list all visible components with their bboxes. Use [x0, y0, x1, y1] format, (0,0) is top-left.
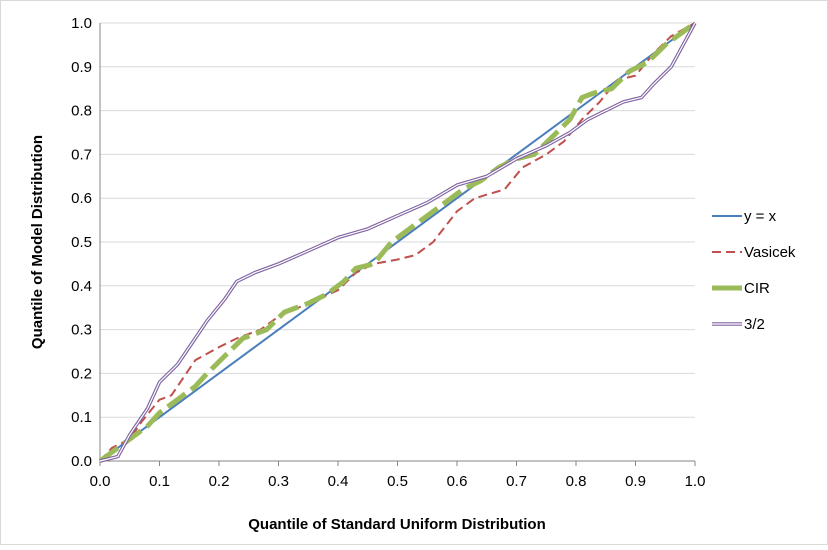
series-line-inner-3-2 — [99, 22, 696, 462]
series-line-cir — [98, 20, 697, 464]
y-tick-label: 0.0 — [71, 453, 92, 470]
y-tick-label: 0.4 — [71, 278, 92, 295]
y-tick-label: 0.2 — [71, 365, 92, 382]
x-tick-label: 0.1 — [149, 473, 170, 490]
y-tick-label: 0.7 — [71, 146, 92, 163]
series-line-vasicek — [99, 22, 696, 462]
y-axis-title: Quantile of Model Distribution — [29, 135, 46, 349]
x-tick-label: 0.6 — [447, 473, 468, 490]
x-tick-label: 0.0 — [90, 473, 111, 490]
legend-label: y = x — [744, 208, 777, 225]
y-tick-label: 0.9 — [71, 59, 92, 76]
x-tick-label: 0.8 — [566, 473, 587, 490]
legend-label: Vasicek — [744, 244, 796, 261]
y-tick-label: 1.0 — [71, 15, 92, 32]
x-tick-label: 0.5 — [387, 473, 408, 490]
legend-label: 3/2 — [744, 316, 765, 333]
x-tick-label: 1.0 — [685, 473, 706, 490]
series-lines — [98, 20, 697, 464]
x-tick-label: 0.7 — [506, 473, 527, 490]
x-tick-label: 0.9 — [625, 473, 646, 490]
x-tick-label: 0.3 — [268, 473, 289, 490]
y-tick-label: 0.5 — [71, 234, 92, 251]
legend-label: CIR — [744, 280, 770, 297]
x-tick-label: 0.2 — [209, 473, 230, 490]
series-line-y-x — [99, 22, 696, 462]
y-tick-label: 0.3 — [71, 322, 92, 339]
x-axis-title: Quantile of Standard Uniform Distributio… — [248, 516, 546, 533]
y-tick-label: 0.1 — [71, 409, 92, 426]
y-tick-label: 0.6 — [71, 190, 92, 207]
y-tick-label: 0.8 — [71, 103, 92, 120]
legend: y = x Vasicek CIR 3/2 — [712, 208, 796, 333]
axes: 0.0 0.1 0.2 0.3 0.4 0.5 0.6 0.7 0.8 0.9 1.0 0.0 0.1 0… — [71, 15, 705, 490]
x-tick-label: 0.4 — [328, 473, 349, 490]
